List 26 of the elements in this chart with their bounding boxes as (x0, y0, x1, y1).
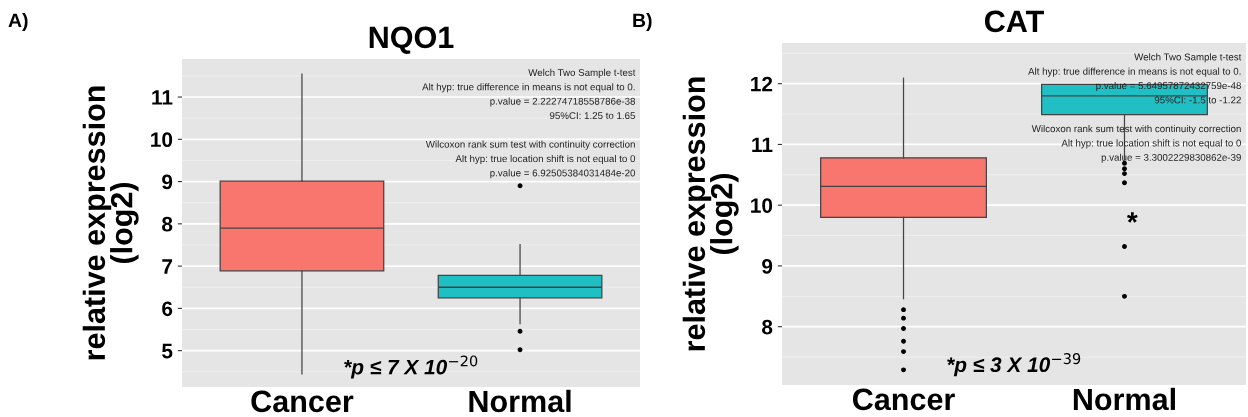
annotation: *p ≤ 3 X 10$^{−39}$ (947, 353, 1081, 377)
text: B) (633, 12, 652, 32)
x-tick-label: Cancer (251, 390, 354, 413)
y-tick-label: 10 (751, 198, 773, 213)
y-tick-label: 9 (162, 174, 173, 190)
y-tick-label: 10 (151, 132, 173, 148)
text: Welch Two Sample t-test Alt hyp: true difference in means is not equal to 0. p.value = 2.22274718558786e-38 95%CI: 1.25 to 1.65 Wilcoxon rank sum test with continuity correction Alt hyp: true location shift is not equal to 0 p.value = 6.92505384031484e-20 (422, 68, 636, 179)
annotation: * (1127, 212, 1138, 223)
y-tick-label: 11 (152, 90, 173, 105)
annotation: *p ≤ 7 X 10$^{−20}$ (344, 355, 478, 379)
chart-title: NQO1 (369, 26, 454, 54)
y-tick-label: 12 (751, 76, 773, 92)
y-tick-label: 8 (762, 319, 773, 335)
y-tick-label: 9 (762, 258, 773, 274)
y-axis-title: relative expression (log2) (82, 86, 139, 360)
y-tick-label: 8 (162, 216, 173, 232)
chart-title: CAT (984, 10, 1044, 33)
y-tick-label: 6 (162, 301, 173, 317)
y-tick-label: 7 (162, 259, 173, 274)
x-tick-label: Cancer (852, 388, 955, 411)
y-tick-label: 5 (162, 343, 173, 359)
x-tick-label: Normal (1073, 387, 1175, 411)
y-tick-label: 11 (752, 137, 773, 152)
text: A) (8, 12, 28, 32)
y-axis-title: relative expression (log2) (682, 77, 739, 351)
x-tick-label: Normal (469, 389, 571, 413)
